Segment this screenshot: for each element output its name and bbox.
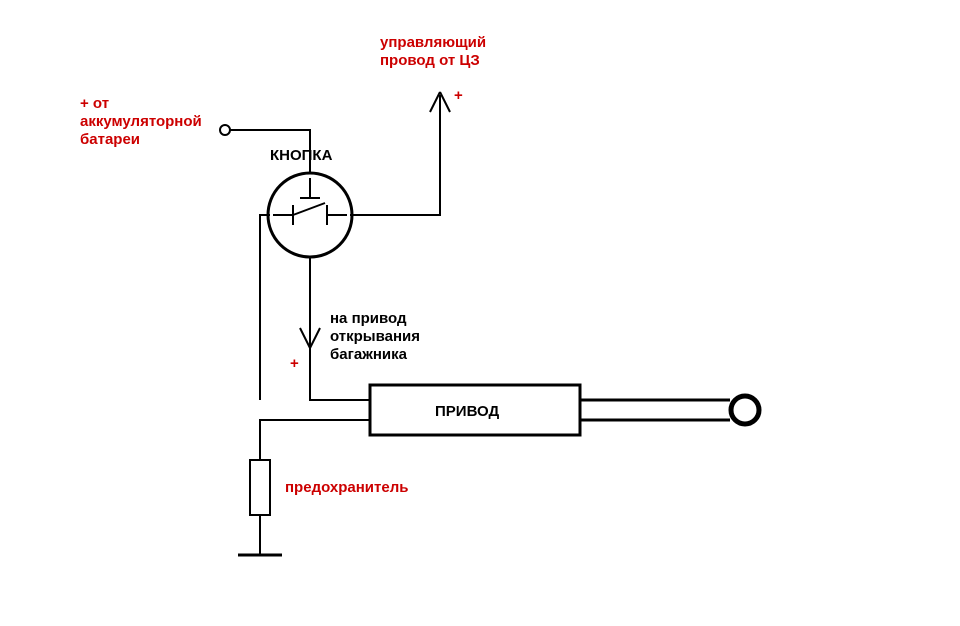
button-left-contact (273, 205, 293, 225)
label-drive: ПРИВОД (435, 403, 499, 420)
label-fuse: предохранитель (285, 479, 408, 496)
plus-trunk: + (290, 355, 299, 372)
wire-control (350, 95, 440, 215)
button-right-contact (327, 205, 347, 225)
wiring-diagram: + от аккумуляторной батареи управляющий … (0, 0, 960, 626)
fuse-body (250, 460, 270, 515)
button-top-contact (300, 178, 320, 198)
label-battery: + от аккумуляторной батареи (80, 95, 206, 148)
battery-terminal (220, 125, 230, 135)
label-button: КНОПКА (270, 147, 333, 164)
label-trunk: на привод открывания багажника (330, 310, 424, 363)
wire-button-left-down (260, 215, 270, 400)
plus-control: + (454, 87, 463, 104)
drive-rod (580, 400, 730, 420)
label-control: управляющий провод от ЦЗ (380, 34, 490, 69)
button-switch-arm (293, 203, 325, 215)
wire-drive-to-fuse (260, 420, 370, 460)
drive-ring (731, 396, 759, 424)
